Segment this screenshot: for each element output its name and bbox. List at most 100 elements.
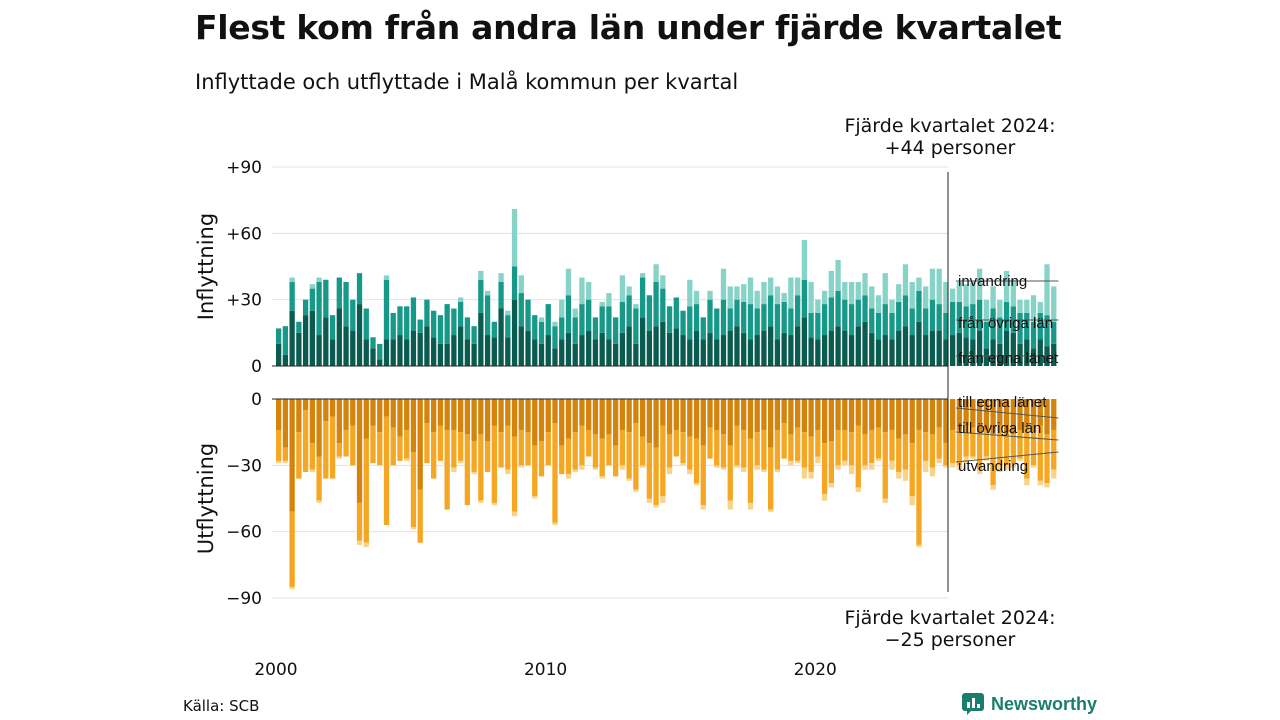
- bar-segment: [902, 295, 909, 327]
- bar-segment: [289, 310, 295, 366]
- bar-segment: [862, 273, 868, 296]
- bar-segment: [754, 465, 760, 470]
- bar-segment: [639, 277, 646, 318]
- bar-segment: [525, 399, 531, 433]
- bar-segment: [552, 321, 558, 327]
- bar-segment: [363, 542, 369, 548]
- bar-segment: [693, 290, 700, 305]
- annotation-top-line1: Fjärde kvartalet 2024:: [844, 115, 1056, 137]
- bar-segment: [505, 315, 511, 338]
- bar-segment: [619, 399, 626, 430]
- bar-segment: [943, 281, 949, 313]
- bar-segment: [754, 432, 760, 466]
- bar-segment: [734, 465, 740, 468]
- bar-segment: [1024, 312, 1030, 340]
- bar-segment: [532, 339, 538, 366]
- bar-segment: [815, 312, 821, 340]
- bar-segment: [639, 317, 646, 366]
- bar-segment: [747, 438, 754, 503]
- bar-segment: [532, 445, 538, 497]
- bar-segment: [734, 425, 740, 466]
- bar-segment: [909, 443, 915, 497]
- bar-segment: [727, 399, 733, 446]
- bar-segment: [451, 429, 457, 468]
- bar-segment: [579, 465, 585, 470]
- bar-segment: [916, 277, 922, 291]
- bar-segment: [545, 399, 551, 433]
- bar-segment: [707, 299, 713, 333]
- bar-segment: [484, 399, 491, 442]
- bar-segment: [943, 339, 949, 366]
- bar-segment: [457, 460, 464, 464]
- bar-segment: [633, 343, 639, 366]
- bar-segment: [862, 465, 868, 470]
- bar-segment: [660, 399, 666, 426]
- bar-segment: [626, 295, 632, 327]
- bar-segment: [377, 343, 383, 360]
- bar-segment: [970, 456, 976, 459]
- bar-segment: [579, 304, 585, 336]
- bar-segment: [653, 264, 659, 282]
- bar-segment: [666, 306, 673, 333]
- bar-segment: [943, 465, 949, 468]
- bar-segment: [835, 429, 841, 466]
- bar-segment: [646, 498, 652, 503]
- bar-segment: [579, 425, 585, 466]
- bar-segment: [511, 399, 518, 437]
- bar-segment: [316, 281, 322, 336]
- bar-segment: [720, 467, 727, 470]
- y-tick-label: 0: [251, 357, 262, 377]
- bar-segment: [1037, 399, 1043, 426]
- bar-segment: [545, 304, 551, 336]
- bar-segment: [976, 330, 983, 366]
- bar-segment: [1051, 399, 1057, 430]
- bar-segment: [801, 467, 808, 479]
- bar-segment: [316, 500, 322, 503]
- bar-segment: [835, 465, 841, 470]
- bar-segment: [518, 429, 524, 466]
- bar-segment: [741, 332, 747, 366]
- bar-segment: [599, 476, 605, 479]
- bar-segment: [761, 399, 767, 430]
- bar-segment: [734, 399, 740, 426]
- bar-segment: [680, 463, 686, 466]
- bar-segment: [586, 399, 592, 430]
- bar-segment: [835, 326, 841, 366]
- bar-segment: [747, 339, 754, 366]
- bar-segment: [383, 279, 390, 340]
- bar-segment: [471, 399, 477, 442]
- bar-segment: [606, 306, 612, 340]
- bar-segment: [741, 399, 747, 430]
- bar-segment: [424, 423, 430, 464]
- bar-segment: [370, 399, 376, 426]
- bar-segment: [1003, 465, 1010, 470]
- bar-segment: [498, 399, 504, 433]
- bar-segment: [451, 335, 457, 366]
- bar-segment: [720, 335, 727, 366]
- bar-segment: [950, 399, 956, 430]
- bar-segment: [963, 306, 969, 338]
- bar-segment: [794, 427, 801, 461]
- bar-segment: [613, 343, 619, 366]
- newsworthy-logo[interactable]: Newsworthy: [962, 693, 1097, 715]
- bar-segment: [417, 319, 423, 333]
- bar-segment: [289, 281, 295, 311]
- chart-subtitle: Inflyttade och utflyttade i Malå kommun …: [195, 70, 739, 94]
- bar-segment: [848, 335, 855, 366]
- bar-segment: [848, 399, 855, 433]
- bar-segment: [693, 438, 700, 484]
- bar-segment: [882, 335, 888, 366]
- bar-segment: [431, 399, 437, 433]
- bar-segment: [916, 290, 922, 322]
- bar-segment: [1051, 286, 1057, 322]
- bar-segment: [1037, 339, 1043, 366]
- bar-segment: [599, 438, 605, 477]
- bar-segment: [565, 474, 572, 479]
- bar-segment: [276, 399, 282, 430]
- bar-segment: [1037, 480, 1043, 486]
- bar-segment: [505, 425, 511, 470]
- bar-segment: [727, 500, 733, 510]
- bar-segment: [336, 443, 342, 457]
- bar-segment: [437, 315, 444, 344]
